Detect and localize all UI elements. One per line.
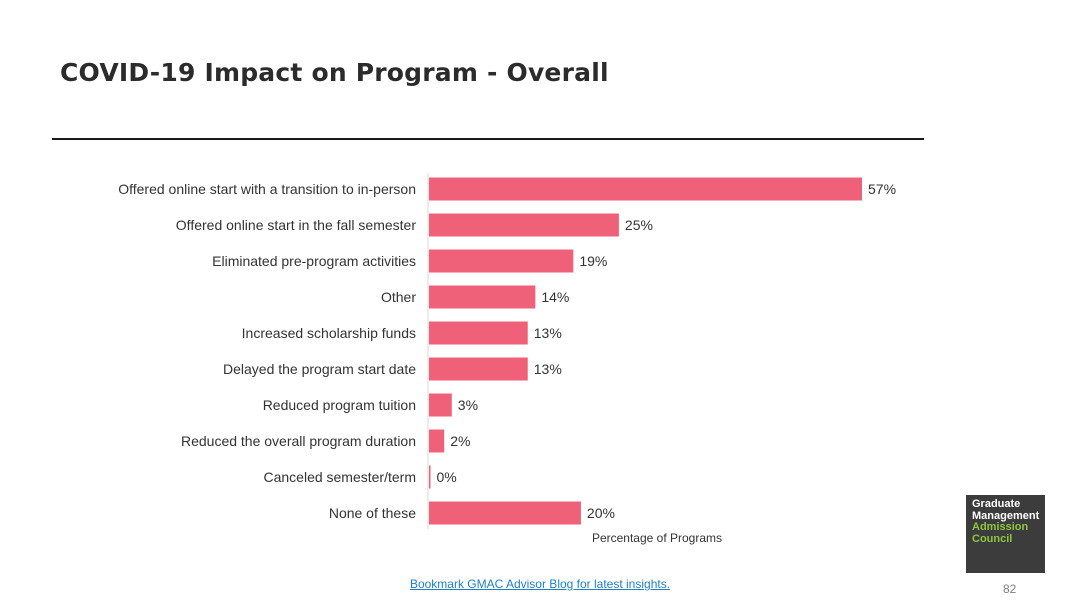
footer-link-container: Bookmark GMAC Advisor Blog for latest in… [0,577,1080,591]
category-label: None of these [329,505,416,521]
bar [429,465,431,489]
bar [429,177,862,201]
bar [429,357,528,381]
value-label: 3% [458,397,478,413]
value-label: 13% [534,325,562,341]
bar-chart: Offered online start with a transition t… [118,173,896,545]
category-label: Other [381,289,416,305]
x-axis-title: Percentage of Programs [592,531,722,545]
value-label: 57% [868,181,896,197]
bar [429,429,445,453]
category-label: Reduced program tuition [263,397,416,413]
bar [429,393,452,417]
title-divider [52,138,924,140]
bar [429,321,528,345]
bar [429,501,581,525]
category-label: Offered online start with a transition t… [118,181,416,197]
category-label: Canceled semester/term [263,469,416,485]
page-number: 82 [1003,582,1017,596]
value-label: 14% [541,289,569,305]
value-label: 20% [587,505,615,521]
category-label: Delayed the program start date [223,361,416,377]
category-label: Reduced the overall program duration [181,433,416,449]
category-label: Increased scholarship funds [242,325,416,341]
value-label: 2% [450,433,470,449]
logo-line-management: Management [972,509,1040,522]
slide-title: COVID-19 Impact on Program - Overall [60,58,609,87]
logo-line-admission: Admission [972,521,1029,533]
bar [429,249,574,273]
bar [429,285,536,309]
category-label: Offered online start in the fall semeste… [176,217,417,233]
gmac-advisor-blog-link[interactable]: Bookmark GMAC Advisor Blog for latest in… [409,577,671,591]
value-label: 19% [579,253,607,269]
value-label: 13% [534,361,562,377]
logo-line-council: Council [972,532,1013,545]
value-label: 0% [437,469,457,485]
value-label: 25% [625,217,653,233]
gmac-logo: Graduate Management Admission Council [966,495,1045,573]
logo-line-graduate: Graduate [972,498,1021,510]
category-label: Eliminated pre-program activities [212,253,416,269]
bar [429,213,619,237]
